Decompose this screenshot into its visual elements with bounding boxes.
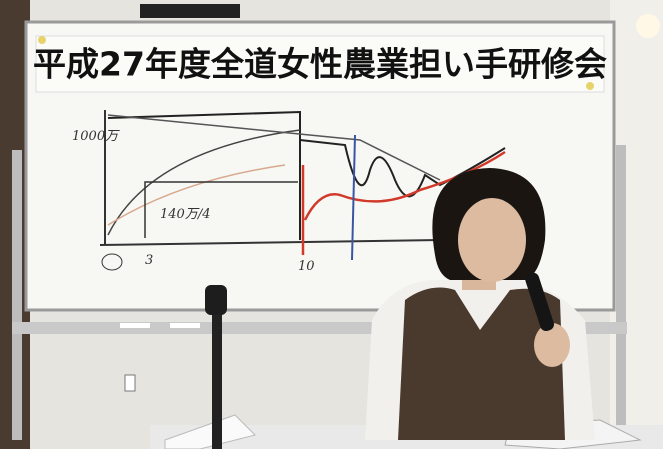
banner-paper — [35, 35, 605, 93]
person-bangs — [452, 185, 530, 215]
drawn-axis — [99, 239, 441, 246]
marker — [170, 323, 200, 328]
paper — [164, 414, 256, 449]
drawn-line — [107, 114, 441, 181]
drawn-line — [107, 110, 301, 240]
ceiling-fixture — [140, 4, 240, 18]
magnet — [38, 36, 46, 44]
person-vest — [398, 287, 565, 440]
mic-stand-head — [205, 285, 227, 315]
mic-stand — [212, 295, 222, 449]
lamp — [636, 14, 660, 38]
handheld-mic — [525, 272, 554, 332]
handwritten-label: 1000万 — [72, 129, 120, 144]
stand-leg — [12, 150, 22, 440]
banner-title: 平成27年度全道女性農業担い手研修会 — [33, 45, 607, 84]
marker — [120, 323, 150, 328]
drawn-curve — [107, 164, 286, 226]
stand-leg — [616, 145, 626, 425]
person-face — [458, 198, 526, 282]
outlet — [124, 374, 136, 392]
drawn-curve — [107, 129, 301, 236]
handwritten-label: 10 — [298, 259, 315, 274]
drawn-circle — [101, 253, 123, 271]
handwritten-label: 3 — [145, 253, 153, 268]
handwritten-label: 140万/4 — [160, 207, 210, 222]
drawn-line — [351, 134, 356, 261]
magnet — [586, 82, 594, 90]
drawn-line — [144, 181, 298, 238]
person-hand — [534, 323, 570, 367]
